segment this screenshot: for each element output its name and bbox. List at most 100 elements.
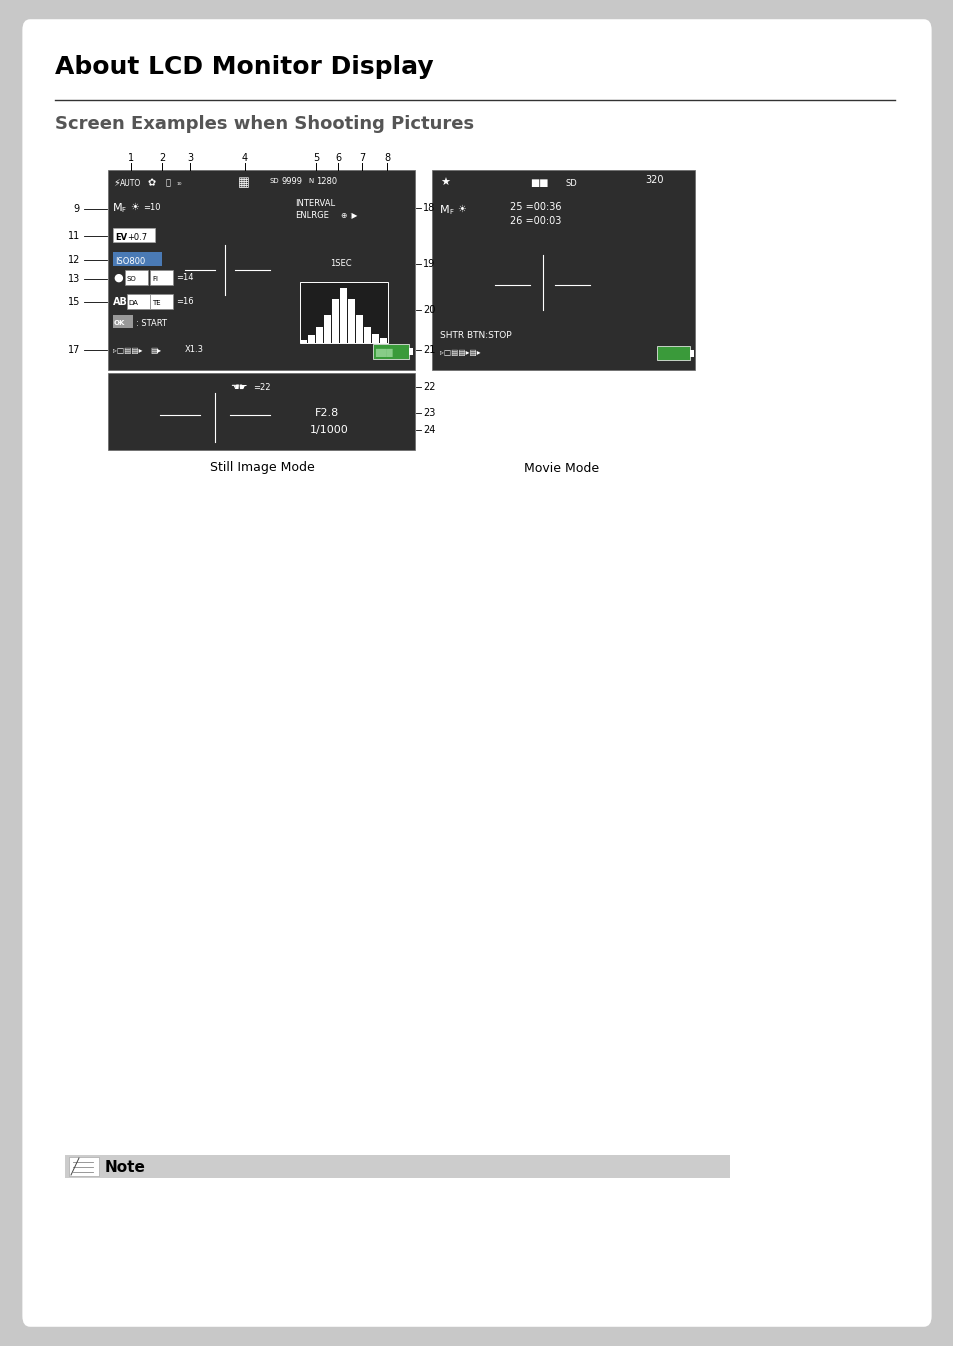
Bar <box>150 293 172 310</box>
Bar <box>112 227 154 242</box>
Text: =14: =14 <box>175 273 193 283</box>
Text: OK: OK <box>113 320 125 326</box>
Text: ISO800: ISO800 <box>115 257 145 265</box>
Text: M: M <box>112 203 123 213</box>
Bar <box>355 315 362 343</box>
Text: 320: 320 <box>644 175 662 184</box>
Text: 4: 4 <box>242 153 248 163</box>
FancyBboxPatch shape <box>22 19 931 1327</box>
Text: 9999: 9999 <box>282 176 303 186</box>
Text: DA: DA <box>128 300 138 306</box>
Text: 1: 1 <box>128 153 134 163</box>
Text: ▤▸: ▤▸ <box>150 346 161 354</box>
Text: AUTO: AUTO <box>120 179 141 187</box>
Text: F2.8: F2.8 <box>314 408 339 419</box>
Bar <box>69 1158 99 1176</box>
Text: =16: =16 <box>175 297 193 307</box>
Text: ●: ● <box>112 273 123 283</box>
Text: :▶: :▶ <box>349 211 357 221</box>
Bar <box>150 271 172 285</box>
Text: ₁₀: ₁₀ <box>177 180 182 186</box>
Bar <box>689 350 693 357</box>
Bar <box>315 327 322 343</box>
Text: 20: 20 <box>422 306 435 315</box>
Text: 8: 8 <box>383 153 390 163</box>
Bar <box>324 315 331 343</box>
Text: 1/1000: 1/1000 <box>310 425 349 435</box>
Text: 19: 19 <box>422 258 435 269</box>
Text: INTERVAL: INTERVAL <box>294 199 335 209</box>
Text: : START: : START <box>136 319 167 327</box>
Bar <box>409 349 413 355</box>
Text: 3: 3 <box>187 153 193 163</box>
Bar <box>372 334 378 343</box>
Text: SD: SD <box>564 179 577 187</box>
Text: ▹□▤▤▸▤▸: ▹□▤▤▸▤▸ <box>439 347 480 357</box>
Text: 13: 13 <box>68 275 80 284</box>
Text: About LCD Monitor Display: About LCD Monitor Display <box>55 55 434 79</box>
Bar <box>112 315 132 328</box>
Text: F: F <box>449 209 453 215</box>
Bar <box>364 327 371 343</box>
Text: Movie Mode: Movie Mode <box>524 462 598 475</box>
Bar <box>299 283 388 343</box>
Text: Note: Note <box>105 1159 146 1175</box>
Text: ENLRGE: ENLRGE <box>294 211 329 221</box>
Text: SO: SO <box>126 276 135 283</box>
Bar <box>108 170 415 370</box>
Text: ▹□▤▤▸: ▹□▤▤▸ <box>112 346 142 354</box>
Text: X1.3: X1.3 <box>185 346 204 354</box>
Text: 21: 21 <box>422 345 435 355</box>
Text: ✿: ✿ <box>147 178 155 188</box>
Text: 9: 9 <box>73 205 80 214</box>
Bar <box>348 299 355 343</box>
Text: ■■: ■■ <box>530 178 548 188</box>
Text: 12: 12 <box>68 254 80 265</box>
Text: 6: 6 <box>335 153 341 163</box>
Text: 7: 7 <box>358 153 365 163</box>
Text: F: F <box>121 207 125 213</box>
Bar <box>308 335 314 343</box>
Text: ███: ███ <box>375 349 393 358</box>
Text: N: N <box>308 178 313 184</box>
Text: Still Image Mode: Still Image Mode <box>210 462 314 475</box>
Text: SD: SD <box>270 178 279 184</box>
Text: ⊕: ⊕ <box>339 211 346 221</box>
Text: 17: 17 <box>68 345 80 355</box>
Text: ★: ★ <box>439 178 450 188</box>
Bar <box>432 170 695 370</box>
Bar <box>657 346 689 359</box>
Text: AB: AB <box>112 297 128 307</box>
Text: ☚☛: ☚☛ <box>230 382 247 392</box>
Bar <box>65 1155 729 1178</box>
Text: M: M <box>439 205 449 215</box>
Bar <box>379 338 386 343</box>
Bar <box>108 373 415 450</box>
Text: TE: TE <box>152 300 160 306</box>
Text: 5: 5 <box>313 153 319 163</box>
Text: 2: 2 <box>159 153 165 163</box>
Text: FI: FI <box>152 276 158 283</box>
Text: =10: =10 <box>143 203 160 213</box>
Text: 18: 18 <box>422 203 435 213</box>
Text: ▦: ▦ <box>237 176 250 190</box>
Text: Screen Examples when Shooting Pictures: Screen Examples when Shooting Pictures <box>55 114 474 133</box>
Text: ☀: ☀ <box>130 202 138 213</box>
Bar <box>339 288 347 343</box>
Text: 22: 22 <box>422 382 435 392</box>
Bar <box>332 299 338 343</box>
Bar <box>127 293 150 310</box>
Bar <box>112 252 162 267</box>
Text: ⚡: ⚡ <box>112 178 120 188</box>
Text: 11: 11 <box>68 232 80 241</box>
Text: EV: EV <box>115 233 127 241</box>
Text: SHTR BTN:STOP: SHTR BTN:STOP <box>439 331 511 339</box>
Text: 26 =00:03: 26 =00:03 <box>510 215 560 226</box>
Text: 1SEC: 1SEC <box>330 260 352 268</box>
Text: ☀: ☀ <box>456 205 465 214</box>
Bar <box>373 345 409 359</box>
Text: ⌛: ⌛ <box>166 179 171 187</box>
Text: 15: 15 <box>68 297 80 307</box>
Text: 23: 23 <box>422 408 435 419</box>
Text: +0.7: +0.7 <box>127 233 147 241</box>
